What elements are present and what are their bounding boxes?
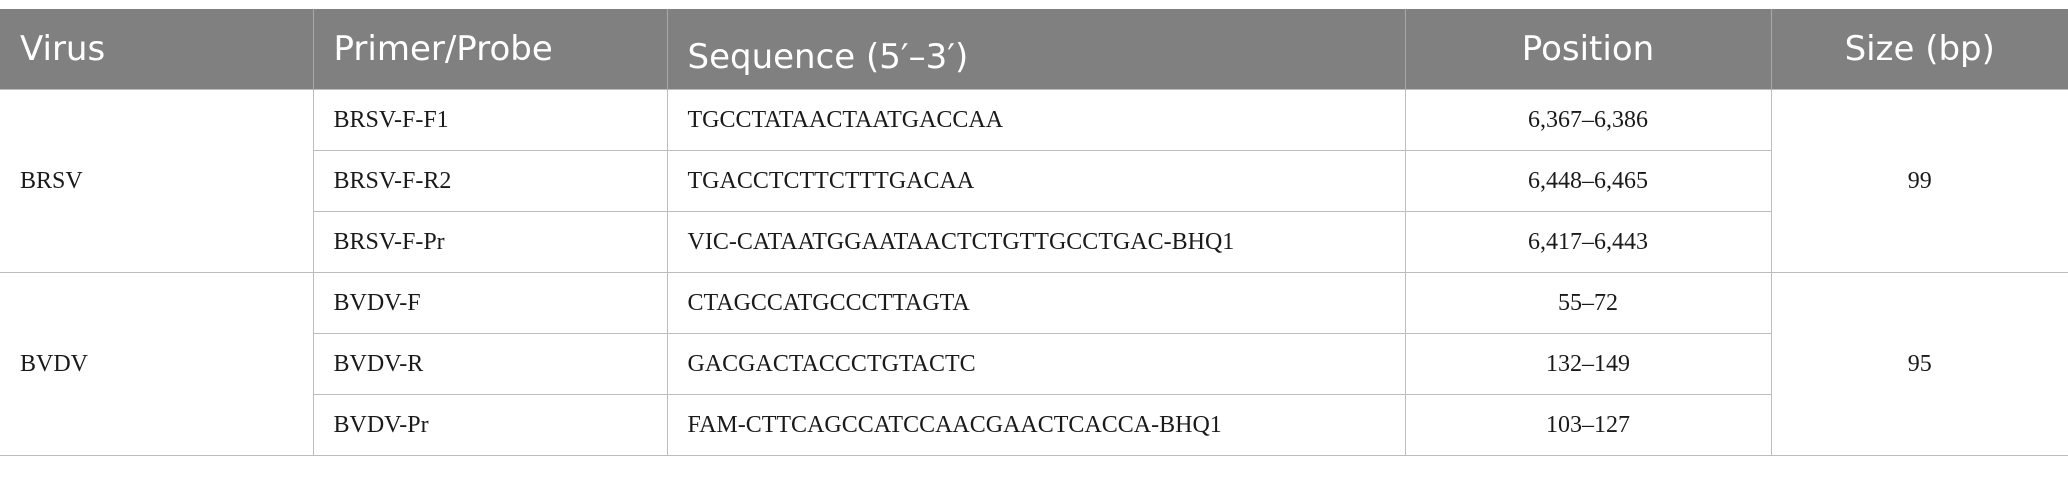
position-cell: 6,367–6,386	[1404, 89, 1772, 151]
table-row: BVDV-R GACGACTACCCTGTACTC 132–149	[0, 333, 2068, 395]
size-cell: 95	[1770, 272, 2068, 456]
header-sequence-label: Sequence (5′–3′)	[687, 37, 969, 77]
primer-cell: BVDV-Pr	[312, 394, 668, 456]
table-row: BVDV-Pr FAM-CTTCAGCCATCCAACGAACTCACCA-BH…	[0, 394, 2068, 456]
virus-cell: BRSV	[0, 89, 314, 273]
sequence-cell: CTAGCCATGCCCTTAGTA	[666, 272, 1406, 334]
sequence-cell: TGACCTCTTCTTTGACAA	[666, 150, 1406, 212]
header-primer-probe: Primer/Probe	[313, 9, 668, 90]
header-sequence: Sequence (5′–3′)	[667, 9, 1406, 90]
sequence-cell: TGCCTATAACTAATGACCAA	[666, 89, 1406, 151]
table-row: BRSV BRSV-F-F1 TGCCTATAACTAATGACCAA 6,36…	[0, 89, 2068, 273]
position-cell: 55–72	[1404, 272, 1772, 334]
position-cell: 6,417–6,443	[1404, 211, 1772, 273]
header-size: Size (bp)	[1771, 9, 2068, 90]
sequence-cell: GACGACTACCCTGTACTC	[666, 333, 1406, 395]
primer-cell: BRSV-F-F1	[312, 89, 668, 151]
primer-cell: BVDV-F	[312, 272, 668, 334]
position-cell: 6,448–6,465	[1404, 150, 1772, 212]
sequence-cell: VIC-CATAATGGAATAACTCTGTTGCCTGAC-BHQ1	[666, 211, 1406, 273]
position-cell: 103–127	[1404, 394, 1772, 456]
table-row: BRSV-F-R2 TGACCTCTTCTTTGACAA 6,448–6,465	[0, 150, 2068, 212]
header-virus: Virus	[0, 9, 314, 90]
sequence-cell: FAM-CTTCAGCCATCCAACGAACTCACCA-BHQ1	[666, 394, 1406, 456]
position-cell: 132–149	[1404, 333, 1772, 395]
primer-probe-table: Virus Primer/Probe Sequence (5′–3′) Posi…	[0, 9, 2068, 456]
primer-cell: BVDV-R	[312, 333, 668, 395]
primer-cell: BRSV-F-Pr	[312, 211, 668, 273]
table-row: BVDV BVDV-F CTAGCCATGCCCTTAGTA 55–72 95	[0, 272, 2068, 456]
size-cell: 99	[1770, 89, 2068, 273]
virus-cell: BVDV	[0, 272, 314, 456]
primer-table-container: Virus Primer/Probe Sequence (5′–3′) Posi…	[0, 9, 2068, 456]
primer-cell: BRSV-F-R2	[312, 150, 668, 212]
header-row: Virus Primer/Probe Sequence (5′–3′) Posi…	[0, 9, 2068, 90]
header-position: Position	[1405, 9, 1772, 90]
